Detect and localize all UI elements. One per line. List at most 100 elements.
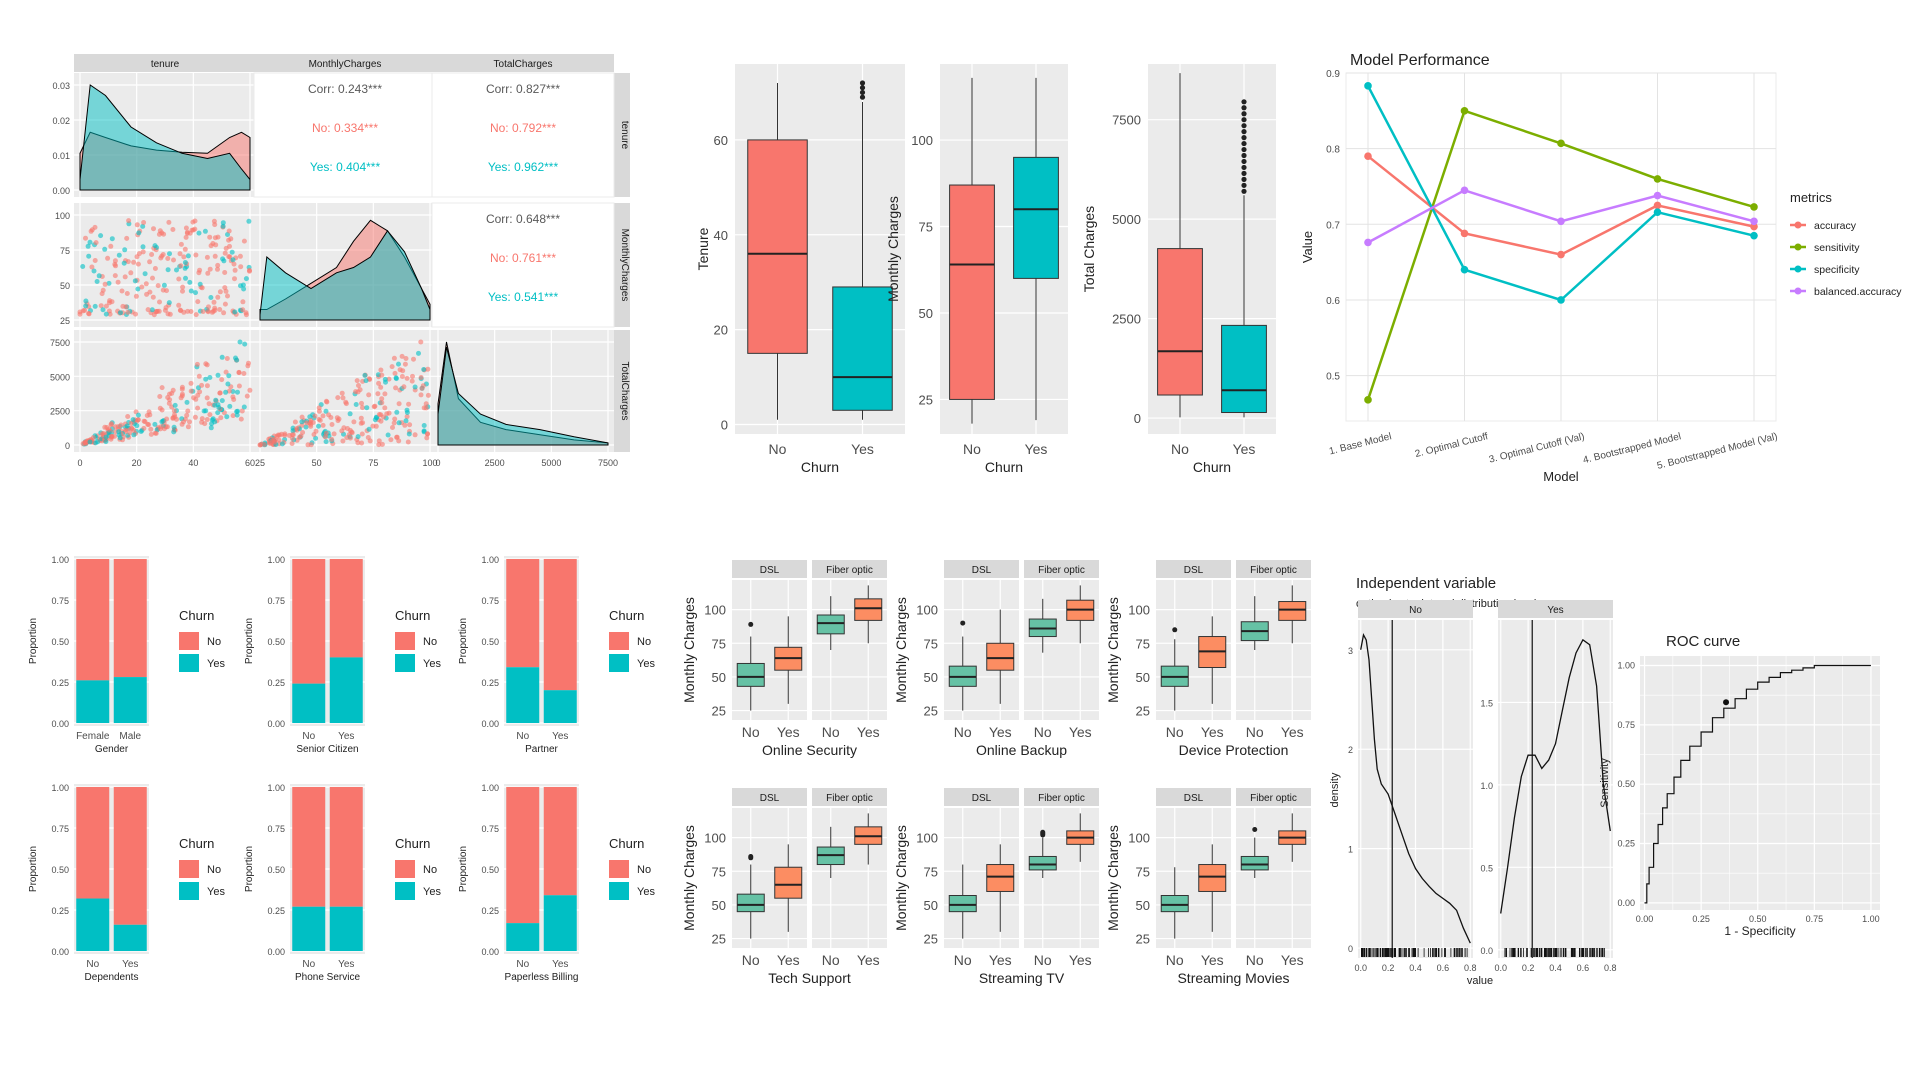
scatter-point	[226, 228, 232, 234]
x-axis-title: Model	[1543, 469, 1579, 484]
legend-title: Churn	[395, 836, 430, 851]
scatter-point	[102, 246, 108, 252]
legend-key	[179, 860, 199, 878]
legend-key	[179, 882, 199, 900]
scatter-point	[117, 435, 123, 441]
y-axis-title: Monthly Charges	[885, 196, 901, 302]
legend-key-point	[1794, 221, 1802, 229]
y-tick-label: 25	[1136, 704, 1150, 719]
scatter-point	[207, 412, 213, 418]
y-axis-title: Monthly Charges	[1105, 825, 1121, 931]
density-line	[1500, 638, 1611, 914]
corr-panel	[431, 202, 615, 328]
x-tick-label: 0.4	[1409, 963, 1422, 973]
facet-strip-label: DSL	[760, 793, 780, 804]
scatter-point	[176, 302, 182, 308]
x-tick-label: 0.75	[1806, 914, 1824, 924]
bar-yes	[76, 680, 110, 723]
x-tick-label: 0.4	[1549, 963, 1562, 973]
scatter-point	[200, 309, 206, 314]
y-tick-label: 0.75	[267, 596, 285, 606]
scatter-point	[404, 410, 410, 415]
scatter-point	[178, 241, 184, 247]
box-outlier	[1241, 182, 1247, 188]
scatter-point	[142, 419, 148, 425]
scatter-point	[172, 402, 178, 408]
scatter-point	[100, 307, 106, 313]
scatter-point	[222, 285, 228, 291]
scatter-point	[206, 304, 211, 310]
box-outlier	[859, 94, 866, 100]
bar-no	[76, 559, 110, 681]
y-tick-label: 25	[919, 392, 933, 407]
scatter-point	[290, 432, 296, 438]
scatter-point	[134, 222, 140, 228]
scatter-point	[208, 425, 214, 431]
proportion-bar-charts: 0.00 0.25 0.50 0.75 1.00 Female Male Gender Prop…	[28, 555, 655, 983]
scatter-point	[322, 434, 328, 440]
x-tick-label: 25	[255, 458, 265, 468]
series-point-accuracy	[1460, 229, 1469, 238]
scatter-point	[145, 307, 151, 313]
box-body	[832, 286, 893, 411]
scatter-point	[405, 439, 411, 445]
scatter-point	[406, 431, 412, 437]
scatter-point	[360, 405, 365, 411]
y-tick-label: 0.00	[481, 719, 499, 729]
box-body	[854, 598, 883, 621]
x-tick-label: No	[1166, 724, 1184, 740]
corr-label: Yes: 0.404***	[310, 160, 381, 174]
box-body	[986, 864, 1015, 892]
scatter-point	[138, 429, 144, 434]
x-axis-title: Online Backup	[976, 742, 1067, 758]
scatter-point	[80, 308, 86, 314]
facet-strip-label: Yes	[1547, 605, 1563, 616]
scatter-point	[231, 397, 237, 402]
box-outlier	[1241, 99, 1247, 105]
scatter-point	[237, 253, 243, 259]
scatter-point	[159, 407, 165, 413]
scatter-point	[170, 387, 176, 393]
scatter-point	[371, 404, 377, 410]
scatter-point	[135, 286, 141, 292]
scatter-point	[195, 392, 201, 398]
y-tick-label: 75	[60, 246, 70, 256]
facet-strip-label: Fiber optic	[1038, 565, 1085, 576]
scatter-point	[182, 265, 188, 271]
scatter-point	[131, 427, 137, 433]
x-tick-label: Yes	[552, 959, 568, 970]
scatter-point	[93, 440, 99, 446]
x-tick-label: Yes	[1201, 724, 1224, 740]
box-body	[1157, 248, 1203, 396]
legend-label: Yes	[637, 658, 655, 670]
scatter-point	[389, 364, 395, 370]
proportion-panel: 0.00 0.25 0.50 0.75 1.00 No Yes Paperless Billi…	[458, 783, 655, 983]
y-tick-label: 75	[712, 636, 726, 651]
scatter-point	[163, 305, 169, 311]
y-axis-title: Monthly Charges	[893, 825, 909, 931]
scatter-point	[242, 341, 248, 347]
box-outlier	[748, 621, 754, 627]
scatter-point	[224, 414, 230, 420]
y-tick-label: 1.0	[1480, 781, 1493, 791]
scatter-point	[86, 311, 92, 316]
y-tick-label: 75	[1136, 636, 1150, 651]
x-tick-label: No	[769, 441, 787, 457]
x-tick-label: 3. Optimal Cutoff (Val)	[1488, 431, 1586, 465]
service-panel: DSL No Yes Fiber optic No Yes 25 50 75 100 Streami…	[893, 788, 1099, 986]
box-outlier	[1241, 123, 1247, 129]
scatter-point	[188, 388, 194, 394]
scatter-point	[210, 416, 216, 422]
x-axis-title: Partner	[525, 744, 558, 755]
y-tick-label: 0.02	[52, 116, 70, 126]
scatter-point	[257, 442, 263, 448]
scatter-point	[107, 298, 113, 304]
legend-title: Churn	[609, 608, 644, 623]
y-tick-label: 40	[714, 228, 728, 243]
scatter-point	[246, 360, 251, 366]
scatter-point	[218, 415, 224, 421]
scatter-point	[406, 401, 412, 407]
scatter-point	[98, 233, 104, 239]
scatter-point	[355, 389, 361, 395]
scatter-point	[336, 416, 342, 422]
